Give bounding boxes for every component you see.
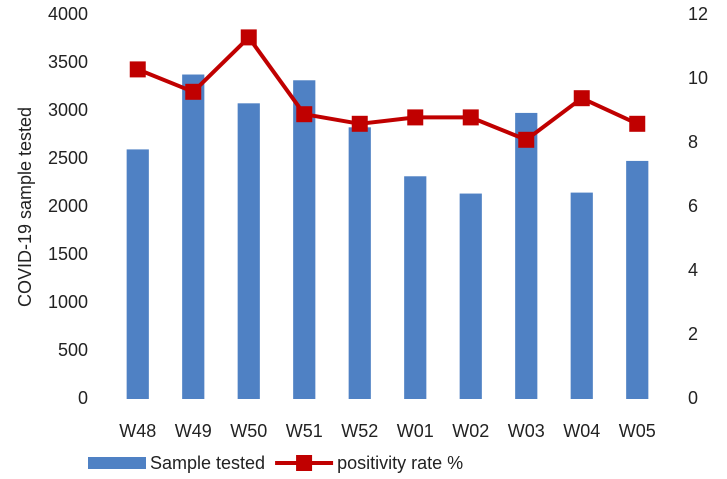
- bar: [348, 127, 371, 399]
- y-tick-label: 1500: [48, 244, 88, 264]
- marker: [296, 106, 313, 123]
- bar: [459, 193, 482, 399]
- y-tick-label: 500: [58, 340, 88, 360]
- bar: [515, 112, 538, 400]
- y2-tick-label: 12: [688, 4, 708, 24]
- x-tick-label: W05: [619, 421, 656, 441]
- y2-tick-label: 10: [688, 68, 708, 88]
- bar: [182, 74, 205, 400]
- bar: [293, 80, 316, 399]
- bar: [626, 160, 649, 399]
- y2-tick-label: 8: [688, 132, 698, 152]
- x-tick-label: W04: [563, 421, 600, 441]
- x-tick-label: W02: [452, 421, 489, 441]
- x-tick-label: W03: [508, 421, 545, 441]
- y2-tick-label: 2: [688, 324, 698, 344]
- y-tick-label: 3000: [48, 100, 88, 120]
- line: [137, 35, 639, 142]
- y2-tick-label: 0: [688, 388, 698, 408]
- marker: [351, 115, 368, 132]
- y-tick-label: 2000: [48, 196, 88, 216]
- legend-label: positivity rate %: [337, 453, 463, 473]
- bar: [570, 192, 593, 399]
- marker: [240, 29, 257, 46]
- y-tick-label: 0: [78, 388, 88, 408]
- legend-label: Sample tested: [150, 453, 265, 473]
- marker: [407, 109, 424, 126]
- x-tick-label: W51: [286, 421, 323, 441]
- y-tick-label: 4000: [48, 4, 88, 24]
- bar: [126, 149, 149, 399]
- legend-swatch: [296, 455, 313, 471]
- marker: [573, 90, 590, 107]
- y2-tick-label: 6: [688, 196, 698, 216]
- x-tick-label: W50: [230, 421, 267, 441]
- marker: [629, 115, 646, 132]
- y2-tick-label: 4: [688, 260, 698, 280]
- y-tick-label: 1000: [48, 292, 88, 312]
- marker: [185, 83, 202, 100]
- legend-swatch: [88, 457, 146, 469]
- y-axis-label: COVID-19 sample tested: [15, 107, 35, 307]
- bar: [404, 176, 427, 399]
- x-tick-label: W01: [397, 421, 434, 441]
- y-tick-label: 2500: [48, 148, 88, 168]
- y-tick-label: 3500: [48, 52, 88, 72]
- x-tick-label: W52: [341, 421, 378, 441]
- x-tick-label: W48: [119, 421, 156, 441]
- marker: [518, 131, 535, 148]
- marker: [462, 109, 479, 126]
- bar: [237, 103, 260, 399]
- marker: [129, 61, 146, 78]
- x-tick-label: W49: [175, 421, 212, 441]
